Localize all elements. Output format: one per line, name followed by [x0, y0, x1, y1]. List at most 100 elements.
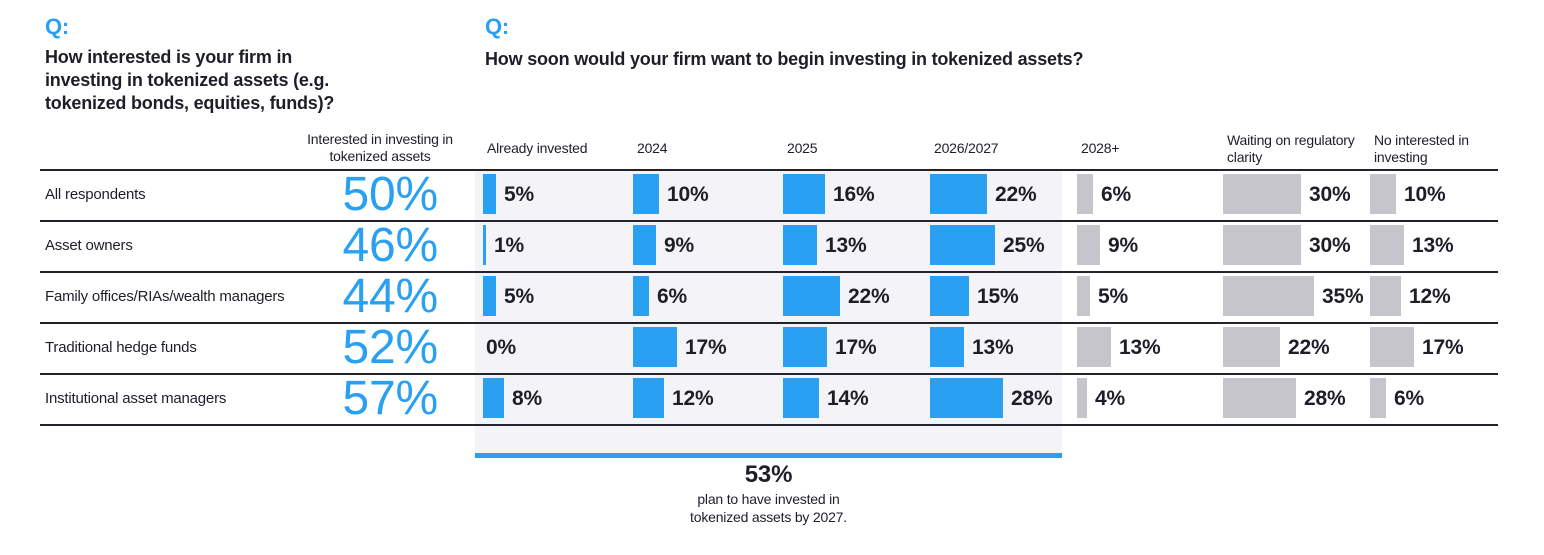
bar: [633, 174, 659, 214]
bar: [930, 174, 987, 214]
bar-value-label: 6%: [1394, 387, 1424, 410]
bar: [783, 276, 840, 316]
row-label: Family offices/RIAs/wealth managers: [45, 288, 285, 305]
interested-percentage: 52%: [342, 321, 439, 374]
bar: [633, 378, 664, 418]
column-header: Already invested: [487, 140, 588, 157]
bar: [1370, 276, 1401, 316]
bar-value-label: 12%: [1409, 285, 1451, 308]
bar: [1077, 327, 1111, 367]
bar: [483, 378, 504, 418]
bar: [1077, 225, 1100, 265]
bar: [1077, 174, 1093, 214]
bar-value-label: 14%: [827, 387, 869, 410]
bar-value-label: 12%: [672, 387, 714, 410]
bar: [1370, 378, 1386, 418]
bar-value-label: 22%: [995, 183, 1037, 206]
bar-value-label: 10%: [1404, 183, 1446, 206]
bar-value-label: 17%: [685, 336, 727, 359]
bar-value-label: 22%: [1288, 336, 1330, 359]
callout-text: plan to have invested in tokenized asset…: [475, 490, 1062, 526]
bar-value-label: 6%: [1101, 183, 1131, 206]
bar-value-label: 17%: [1422, 336, 1464, 359]
bar: [483, 276, 496, 316]
bar-value-label: 15%: [977, 285, 1019, 308]
bar: [1223, 225, 1301, 265]
bar-value-label: 13%: [1119, 336, 1161, 359]
callout-underline: [475, 453, 1062, 458]
row-divider: [40, 271, 1498, 273]
column-header: 2025: [787, 140, 818, 157]
column-header: 2024: [637, 140, 668, 157]
bar: [483, 225, 486, 265]
interested-percentage: 50%: [342, 168, 439, 221]
row-divider: [40, 169, 1498, 171]
callout-text-line1: plan to have invested in: [697, 491, 840, 507]
bar: [1077, 378, 1087, 418]
interested-percentage: 44%: [342, 270, 439, 323]
bar: [930, 327, 964, 367]
bar: [633, 327, 677, 367]
column-header: No interested in investing: [1374, 131, 1469, 165]
bar: [783, 225, 817, 265]
left-question-q-icon: Q:: [45, 14, 70, 39]
bar-value-label: 28%: [1011, 387, 1053, 410]
row-divider: [40, 424, 1498, 426]
bar-value-label: 25%: [1003, 234, 1045, 257]
bar: [1223, 276, 1314, 316]
bar: [483, 174, 496, 214]
row-divider: [40, 220, 1498, 222]
bar-value-label: 16%: [833, 183, 875, 206]
row-label: All respondents: [45, 186, 146, 203]
bar-value-label: 4%: [1095, 387, 1125, 410]
bar: [633, 276, 649, 316]
callout-value: 53%: [744, 461, 793, 488]
bar-value-label: 13%: [825, 234, 867, 257]
column-header: 2028+: [1081, 140, 1120, 157]
row-label: Institutional asset managers: [45, 390, 227, 407]
interested-percentage: 46%: [342, 219, 439, 272]
bar: [1370, 327, 1414, 367]
column-header-interested: Interested in investing in tokenized ass…: [307, 131, 453, 165]
bar: [633, 225, 656, 265]
right-question-text: How soon would your firm want to begin i…: [485, 49, 1084, 69]
bar: [930, 378, 1003, 418]
row-divider: [40, 322, 1498, 324]
callout-text-line2: tokenized assets by 2027.: [690, 509, 847, 526]
bar-value-label: 5%: [504, 285, 534, 308]
bar: [783, 378, 819, 418]
bar-value-label: 30%: [1309, 234, 1351, 257]
row-divider: [40, 373, 1498, 375]
bar-value-label: 9%: [1108, 234, 1138, 257]
row-label: Traditional hedge funds: [45, 339, 197, 356]
bar-value-label: 5%: [1098, 285, 1128, 308]
bar-value-label: 10%: [667, 183, 709, 206]
bar-value-label: 6%: [657, 285, 687, 308]
bar: [930, 276, 969, 316]
interested-percentage: 57%: [342, 372, 439, 425]
bar-value-label: 1%: [494, 234, 524, 257]
right-question-q-icon: Q:: [485, 14, 510, 39]
bar-value-label: 13%: [1412, 234, 1454, 257]
bar: [1223, 378, 1296, 418]
bar: [1370, 174, 1396, 214]
bar-value-label: 28%: [1304, 387, 1346, 410]
column-header: 2026/2027: [934, 140, 999, 157]
bar-value-label: 9%: [664, 234, 694, 257]
column-header: Waiting on regulatory clarity: [1227, 131, 1355, 165]
bar: [1223, 327, 1280, 367]
bar-value-label: 35%: [1322, 285, 1364, 308]
bar: [1223, 174, 1301, 214]
bar-value-label: 13%: [972, 336, 1014, 359]
bar: [1077, 276, 1090, 316]
bar-value-label: 22%: [848, 285, 890, 308]
bar: [783, 327, 827, 367]
bar-value-label: 30%: [1309, 183, 1351, 206]
row-label: Asset owners: [45, 237, 133, 254]
bar-value-label: 0%: [486, 336, 516, 359]
bar: [1370, 225, 1404, 265]
bar-value-label: 8%: [512, 387, 542, 410]
bar-value-label: 17%: [835, 336, 877, 359]
